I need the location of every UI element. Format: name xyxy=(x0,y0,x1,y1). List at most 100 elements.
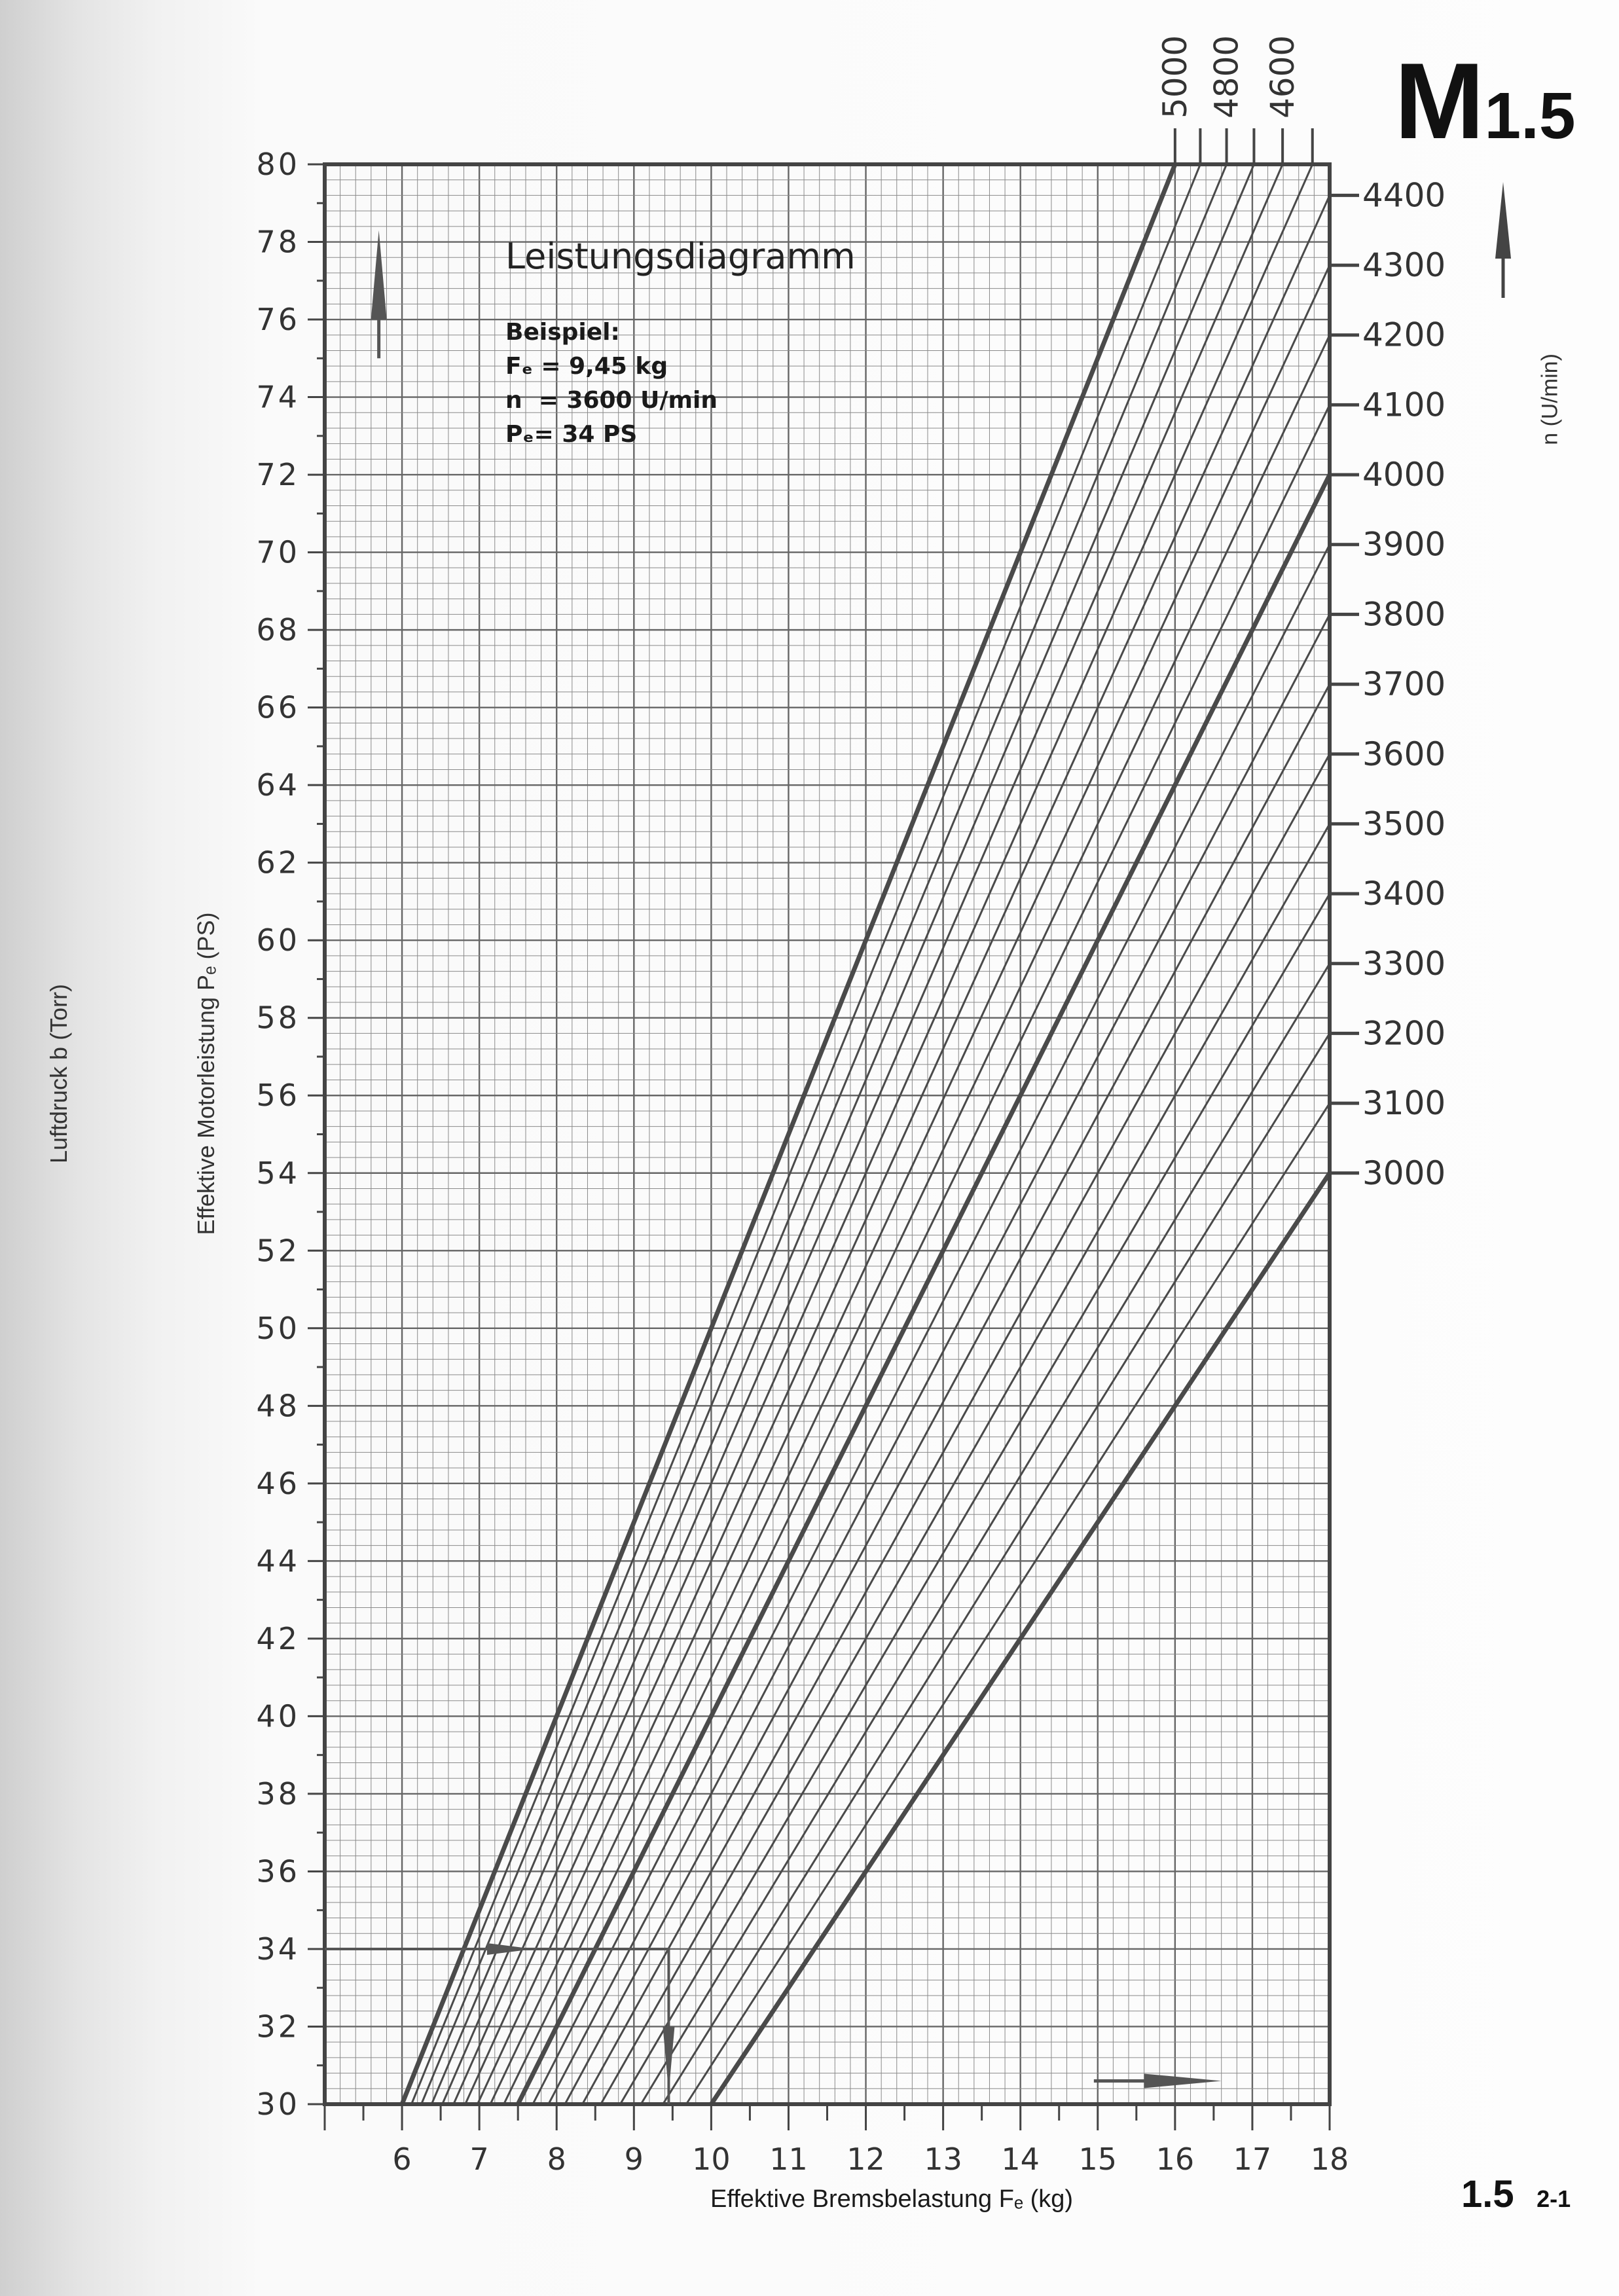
y-tick-label: 34 xyxy=(256,1931,300,1967)
rpm-label-top: 5000 xyxy=(1156,35,1194,118)
rpm-line-4200 xyxy=(489,335,1331,2105)
rpm-line-4300 xyxy=(477,264,1331,2105)
rpm-line-3900 xyxy=(532,544,1331,2105)
y-tick-label: 78 xyxy=(256,225,300,260)
y-tick-label: 74 xyxy=(256,380,300,415)
grid xyxy=(323,163,1331,2105)
rpm-line-3400 xyxy=(619,893,1331,2105)
y-tick-label: 68 xyxy=(256,612,300,647)
example-speed: n = 3600 U/min xyxy=(505,387,718,414)
y-tick-label: 50 xyxy=(256,1311,300,1346)
rpm-line-4900 xyxy=(410,164,1201,2105)
x-direction-arrow-icon xyxy=(1144,2073,1222,2088)
x-tick-label: 12 xyxy=(846,2141,885,2177)
side-label-text: Luftdruck b (Torr) xyxy=(45,983,72,1164)
rpm-label-right: 3500 xyxy=(1362,805,1446,843)
rpm-label-right: 3900 xyxy=(1362,526,1446,564)
rpm-label-right: 3300 xyxy=(1362,945,1446,983)
rpm-label-right: 4400 xyxy=(1362,176,1446,214)
y-direction-arrow-icon xyxy=(371,230,387,320)
rpm-line-4800 xyxy=(420,164,1228,2105)
page-number-main: 1.5 xyxy=(1461,2173,1514,2215)
y-axis-label: Effektive Motorleistung Pₑ (PS) xyxy=(192,913,220,1235)
y-tick-label: 36 xyxy=(256,1853,300,1889)
x-tick-label: 8 xyxy=(547,2141,566,2177)
plot-frame xyxy=(323,162,1332,2106)
x-tick-label: 7 xyxy=(470,2141,489,2177)
y-tick-label: 70 xyxy=(256,535,300,570)
badge-number: 1.5 xyxy=(1484,79,1576,153)
y-tick-label: 64 xyxy=(256,767,300,803)
page-number-sub: 2-1 xyxy=(1537,2185,1571,2212)
rpm-line-4400 xyxy=(464,194,1331,2105)
y-tick-label: 54 xyxy=(256,1156,300,1191)
y-tick-label: 80 xyxy=(256,147,300,182)
y-tick-label: 42 xyxy=(256,1621,300,1656)
axes xyxy=(308,128,1359,2130)
rpm-line-3100 xyxy=(685,1102,1331,2105)
y-tick-label: 48 xyxy=(256,1388,300,1423)
x-tick-label: 16 xyxy=(1156,2141,1195,2177)
rpm-label-right: 4200 xyxy=(1362,316,1446,354)
y-tick-label: 76 xyxy=(256,302,300,337)
rpm-label-right: 3600 xyxy=(1362,735,1446,773)
x-tick-label: 6 xyxy=(392,2141,411,2177)
y2-axis-label: n (U/min) xyxy=(1538,354,1563,445)
rpm-label-top: 4600 xyxy=(1264,35,1301,118)
rpm-line-4100 xyxy=(503,404,1331,2105)
example-power: Pₑ= 34 PS xyxy=(505,421,638,448)
y-tick-label: 66 xyxy=(256,690,300,725)
rpm-line-4500 xyxy=(452,164,1314,2105)
chart-title: Leistungsdiagramm xyxy=(505,236,856,277)
rpm-line-4700 xyxy=(430,164,1255,2105)
y-tick-label: 44 xyxy=(256,1543,300,1578)
rpm-label-right: 4300 xyxy=(1362,246,1446,284)
tick-labels: 3032343638404244464850525456586062646668… xyxy=(256,35,1446,2177)
arrow-down-icon xyxy=(663,2026,675,2093)
y-tick-label: 38 xyxy=(256,1776,300,1812)
x-tick-label: 11 xyxy=(769,2141,808,2177)
y-tick-label: 56 xyxy=(256,1078,300,1113)
rpm-label-right: 4000 xyxy=(1362,456,1446,494)
y-tick-label: 72 xyxy=(256,457,300,492)
x-tick-label: 9 xyxy=(625,2141,644,2177)
rpm-label-right: 3800 xyxy=(1362,595,1446,633)
y-tick-label: 62 xyxy=(256,845,300,881)
y2-axis-label-text: n (U/min) xyxy=(1537,354,1563,445)
rpm-label-top: 4800 xyxy=(1208,35,1246,118)
arrow-left-icon xyxy=(486,1942,534,1955)
rpm-line-4600 xyxy=(441,164,1284,2105)
rpm-line-3200 xyxy=(662,1032,1331,2105)
side-label: Luftdruck b (Torr) xyxy=(45,984,73,1163)
rpm-lines xyxy=(399,163,1332,2105)
x-tick-label: 10 xyxy=(692,2141,731,2177)
rpm-line-5000 xyxy=(399,163,1178,2105)
x-tick-label: 15 xyxy=(1078,2141,1117,2177)
x-tick-label: 17 xyxy=(1233,2141,1272,2177)
y-tick-label: 30 xyxy=(256,2086,300,2122)
rpm-line-4000 xyxy=(516,473,1332,2105)
y-tick-label: 58 xyxy=(256,1000,300,1036)
rpm-label-right: 3000 xyxy=(1362,1154,1446,1192)
rpm-line-3600 xyxy=(581,754,1331,2105)
example-annotation xyxy=(325,182,1511,2104)
x-tick-label: 13 xyxy=(924,2141,962,2177)
y-axis-label-text: Effektive Motorleistung Pₑ (PS) xyxy=(192,912,219,1235)
y-tick-label: 60 xyxy=(256,922,300,958)
rpm-label-right: 3100 xyxy=(1362,1084,1446,1122)
x-tick-label: 14 xyxy=(1001,2141,1040,2177)
example-box: Beispiel: Fₑ = 9,45 kg n = 3600 U/min Pₑ… xyxy=(505,316,718,452)
rpm-label-right: 3400 xyxy=(1362,875,1446,913)
rpm-line-3000 xyxy=(709,1171,1332,2105)
y-tick-label: 40 xyxy=(256,1698,300,1734)
section-badge: M1.5 xyxy=(1394,39,1575,163)
rpm-label-right: 3700 xyxy=(1362,665,1446,703)
rpm-line-3300 xyxy=(640,962,1331,2105)
page-number: 1.5 2-1 xyxy=(1461,2172,1571,2216)
example-force: Fₑ = 9,45 kg xyxy=(505,353,668,380)
y-tick-label: 52 xyxy=(256,1233,300,1268)
badge-letter: M xyxy=(1394,41,1485,161)
rpm-label-right: 4100 xyxy=(1362,386,1446,424)
